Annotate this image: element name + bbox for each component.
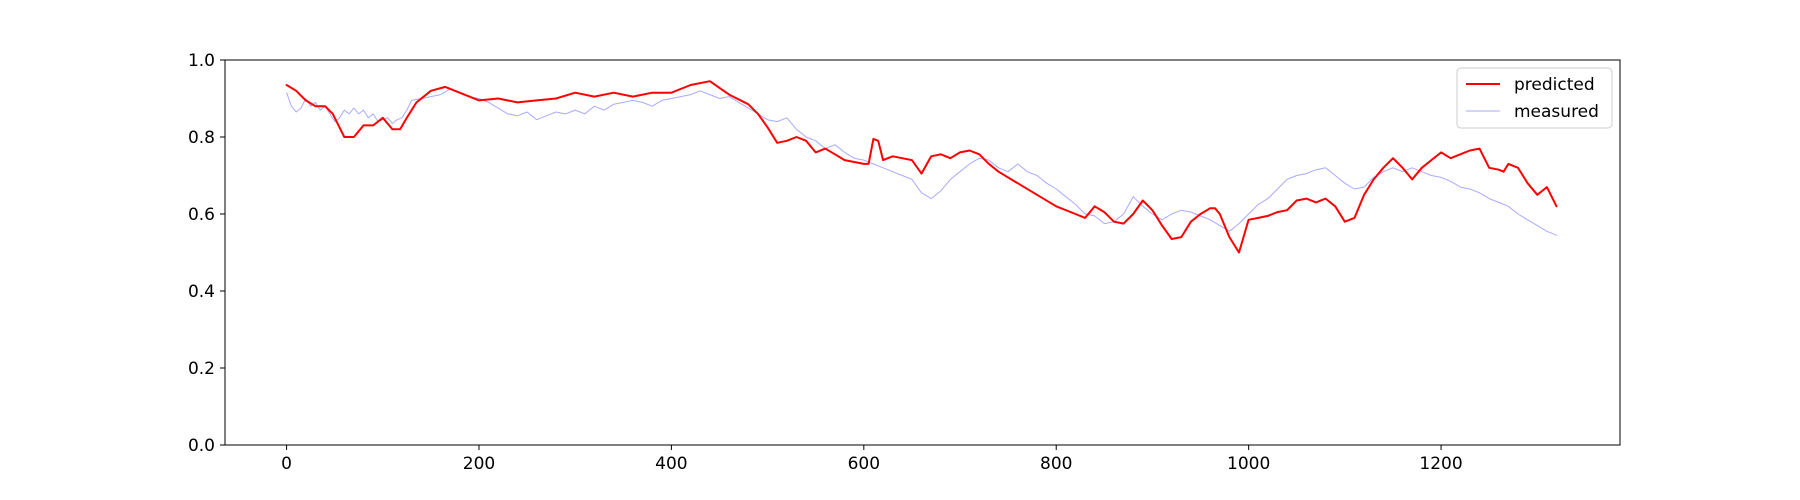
- legend-label-predicted: predicted: [1514, 75, 1595, 95]
- x-tick-label: 1200: [1419, 454, 1462, 474]
- legend-label-measured: measured: [1514, 102, 1599, 122]
- x-tick-label: 1000: [1227, 454, 1270, 474]
- y-tick-label: 0.8: [188, 128, 215, 148]
- x-tick-label: 800: [1040, 454, 1072, 474]
- legend: predicted measured: [1456, 67, 1613, 129]
- x-tick-label: 400: [655, 454, 687, 474]
- x-axis: 0 200 400 600 800 1000 1200: [281, 445, 1463, 474]
- series-line-measured: [286, 88, 1557, 236]
- y-tick-label: 0.6: [188, 205, 215, 225]
- y-axis: 0.0 0.2 0.4 0.6 0.8 1.0: [188, 51, 225, 456]
- axes-background: [225, 60, 1620, 445]
- y-tick-label: 0.0: [188, 436, 215, 456]
- x-tick-label: 200: [463, 454, 495, 474]
- x-tick-label: 0: [281, 454, 292, 474]
- x-tick-label: 600: [848, 454, 880, 474]
- series-line-predicted: [285, 80, 1558, 254]
- plot-area: [225, 60, 1620, 445]
- y-tick-label: 0.4: [188, 282, 215, 302]
- axes-frame: [224, 59, 1621, 446]
- y-tick-label: 1.0: [188, 51, 215, 71]
- series-layer: [285, 80, 1558, 254]
- y-tick-label: 0.2: [188, 359, 215, 379]
